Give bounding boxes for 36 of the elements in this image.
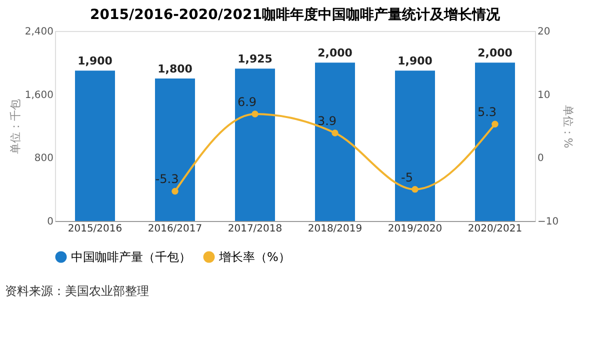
x-tick-label: 2016/2017 (148, 224, 202, 234)
y-tick-label: 1,600 (24, 90, 54, 101)
legend-label: 增长率（%） (218, 250, 290, 264)
y-tick-label: 0 (47, 216, 54, 228)
y2-tick-label: 20 (538, 26, 550, 38)
data-label: 6.9 (237, 94, 257, 109)
data-label: 3.9 (317, 114, 337, 128)
y-tick-label: 2,400 (24, 26, 54, 38)
y-axis-title: 单位：千包 (8, 99, 22, 154)
legend-label: 中国咖啡产量（千包） (71, 250, 191, 264)
x-tick-label: 2019/2020 (388, 224, 442, 234)
chart-title: 2015/2016-2020/2021咖啡年度中国咖啡产量统计及增长情况 (90, 6, 501, 23)
y2-tick-label: 10 (538, 90, 550, 101)
data-label: -5 (401, 170, 413, 184)
y2-tick-label: −10 (538, 216, 559, 228)
text: 资料来源：美国农业部整理 (5, 284, 149, 298)
point (492, 120, 498, 128)
data-label: 1,900 (78, 54, 113, 68)
point (252, 110, 258, 118)
x-tick-label: 2018/2019 (308, 224, 362, 234)
x-tick-label: 2020/2021 (468, 224, 522, 234)
x-tick-label: 2015/2016 (68, 224, 122, 234)
x-tick-label: 2017/2018 (228, 224, 282, 234)
data-label: 5.3 (477, 105, 497, 120)
point (332, 130, 338, 136)
data-label: 2,000 (478, 46, 513, 60)
data-label: 2,000 (318, 46, 353, 60)
y2-tick-label: 0 (538, 153, 544, 164)
point (172, 188, 178, 195)
y-tick-label: 800 (34, 153, 54, 164)
data-label: 1,800 (158, 62, 193, 76)
data-label: 1,925 (238, 52, 272, 66)
data-label: -5.3 (155, 172, 179, 186)
y2-axis-title: 单位：% (562, 104, 575, 148)
data-label: 1,900 (398, 54, 433, 68)
point (412, 186, 418, 193)
